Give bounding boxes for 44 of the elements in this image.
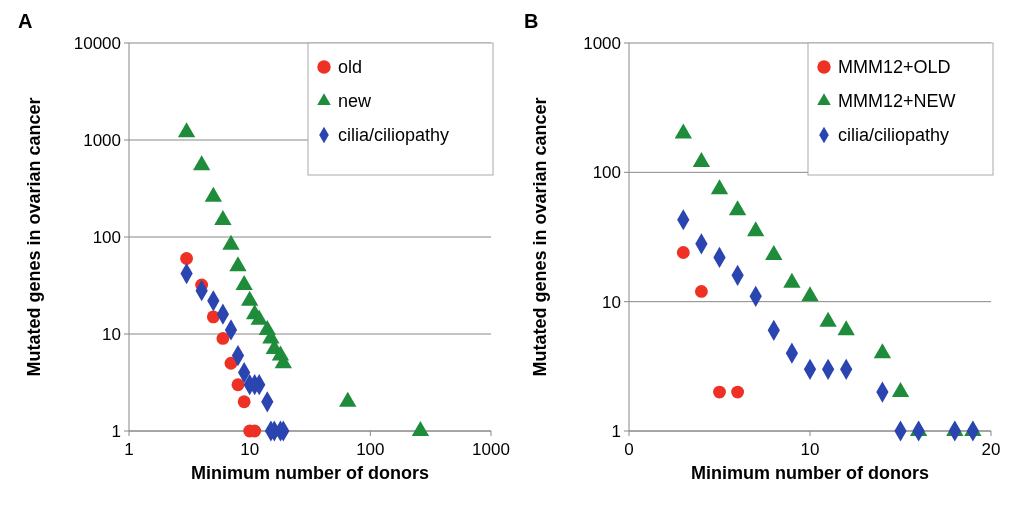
legend-label: MMM12+NEW bbox=[838, 91, 956, 112]
y-tick-label: 100 bbox=[592, 163, 621, 183]
x-tick-label: 0 bbox=[624, 440, 634, 459]
point bbox=[873, 343, 892, 359]
point bbox=[674, 123, 692, 139]
y-tick-label: 10 bbox=[102, 324, 121, 344]
legend-label: MMM12+OLD bbox=[838, 57, 951, 78]
point bbox=[710, 179, 729, 195]
x-tick-label: 100 bbox=[356, 440, 385, 459]
legend-label: new bbox=[338, 91, 373, 112]
y-axis-title: Mutated genes in ovarian cancer bbox=[24, 97, 44, 377]
point bbox=[713, 385, 726, 399]
x-tick-label: 1000 bbox=[472, 440, 510, 459]
point bbox=[692, 152, 711, 168]
x-tick-label: 1 bbox=[124, 440, 134, 459]
legend-label: old bbox=[338, 57, 363, 78]
y-tick-label: 1 bbox=[111, 421, 121, 441]
legend-label: cilia/ciliopathy bbox=[838, 125, 950, 146]
point bbox=[694, 285, 708, 298]
x-axis-title: Minimum number of donors bbox=[691, 463, 929, 483]
chart-title: A bbox=[18, 10, 33, 32]
point bbox=[819, 311, 837, 327]
chart-title: B bbox=[524, 10, 539, 32]
point bbox=[783, 272, 801, 288]
x-tick-label: 10 bbox=[800, 440, 820, 459]
point bbox=[728, 200, 747, 216]
point bbox=[676, 246, 690, 259]
legend-label: cilia/ciliopathy bbox=[338, 125, 450, 146]
point bbox=[731, 385, 745, 399]
y-tick-label: 10000 bbox=[73, 33, 121, 53]
y-tick-label: 1 bbox=[611, 421, 621, 441]
y-axis-title: Mutated genes in ovarian cancer bbox=[530, 97, 550, 377]
x-axis-title: Minimum number of donors bbox=[191, 463, 429, 483]
y-tick-label: 10 bbox=[602, 292, 621, 312]
point bbox=[801, 286, 819, 302]
y-tick-label: 100 bbox=[92, 227, 121, 247]
y-tick-label: 1000 bbox=[83, 130, 121, 150]
point bbox=[891, 382, 910, 398]
x-tick-label: 20 bbox=[981, 440, 1001, 459]
x-tick-label: 10 bbox=[240, 440, 260, 459]
point bbox=[765, 244, 783, 260]
point bbox=[837, 320, 855, 336]
point bbox=[747, 221, 765, 237]
y-tick-label: 1000 bbox=[583, 33, 621, 53]
